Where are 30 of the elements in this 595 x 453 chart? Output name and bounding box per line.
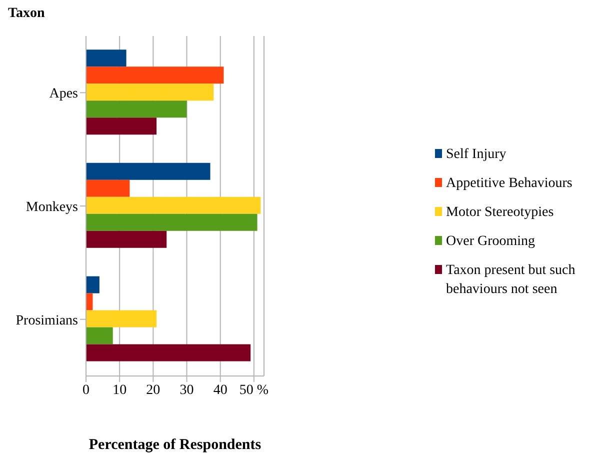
legend-label: Taxon present but such behaviours not seen (446, 262, 576, 298)
bar (86, 214, 258, 231)
bar (86, 230, 167, 248)
bar (86, 344, 251, 362)
x-tick-label: 30 (180, 382, 194, 398)
y-axis-title: Taxon (8, 6, 45, 22)
bar (86, 50, 126, 67)
y-tick-label: Prosimians (16, 313, 78, 328)
x-tick-label: 0 (82, 382, 90, 398)
bar (86, 100, 187, 118)
x-axis-title: Percentage of Respondents (88, 437, 262, 453)
bar (86, 276, 100, 294)
bar (86, 180, 130, 197)
legend-label: Self Injury (446, 146, 506, 164)
legend-label: Over Grooming (446, 232, 536, 250)
legend-label: Motor Stereotypies (446, 204, 554, 222)
x-tick-label: 20 (146, 382, 160, 398)
bar (86, 162, 210, 180)
bar (86, 84, 214, 101)
bar (86, 310, 157, 328)
x-tick-label: 50 % (239, 382, 269, 398)
bar (86, 118, 157, 135)
bar (86, 196, 261, 214)
bar (86, 66, 224, 84)
x-tick-label: 10 (112, 382, 127, 398)
y-tick-label: Monkeys (26, 200, 78, 215)
y-tick-label: Apes (49, 86, 78, 102)
legend-label: Appetitive Behaviours (446, 174, 572, 192)
bar (86, 327, 113, 344)
x-tick-label: 40 (213, 382, 228, 398)
